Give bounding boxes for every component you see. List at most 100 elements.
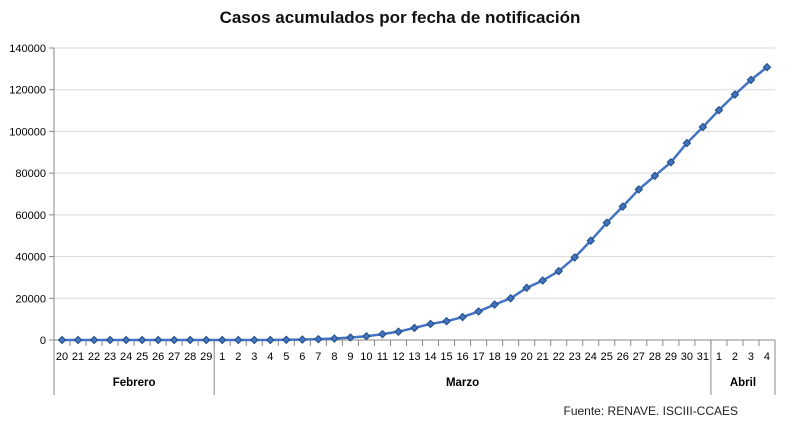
data-point [666,157,676,167]
data-point [394,327,403,336]
x-tick-label: 27 [168,351,180,363]
x-tick-label: 5 [283,351,289,363]
data-point [730,90,740,99]
data-point [346,333,355,342]
data-point [265,335,275,345]
x-tick-label: 6 [299,351,305,363]
data-point [362,331,371,341]
data-point [57,335,67,345]
x-tick-label: 14 [424,351,436,363]
x-tick-label: 18 [488,351,500,363]
y-tick-label: 80000 [15,168,46,180]
data-point [554,266,564,276]
x-tick-label: 3 [748,351,754,363]
y-axis: 0 20000 40000 60000 80000 100000 120000 140000 [9,43,55,347]
data-point [618,202,628,211]
x-tick-label: 15 [440,351,452,363]
data-point [522,283,531,293]
y-tick-label: 0 [40,335,46,347]
y-tick-label: 100000 [9,126,46,138]
data-point [105,335,115,345]
data-point [570,253,580,262]
x-tick-label: 16 [456,351,468,363]
x-tick-label: 24 [120,351,132,363]
x-tick-label: 13 [408,351,420,363]
data-point [442,316,451,326]
series-line [62,66,768,342]
chart-title: Casos acumulados por fecha de notificaci… [219,8,581,27]
month-label: Febrero [113,377,156,389]
data-point [121,335,131,345]
data-point [330,334,339,343]
data-point [426,319,435,329]
data-point [586,236,596,246]
y-tick-label: 140000 [9,43,46,55]
data-point [249,335,259,345]
x-tick-label: 2 [732,351,738,363]
data-point [634,185,644,194]
x-tick-label: 7 [315,351,321,363]
x-tick-label: 21 [537,351,549,363]
data-point [602,218,612,228]
data-point [185,335,195,345]
month-label: Abril [730,377,756,389]
data-point [201,335,211,345]
data-point [314,334,323,344]
data-point [538,276,547,285]
data-point [89,335,99,345]
x-tick-label: 2 [235,351,241,363]
x-tick-label: 22 [88,351,100,363]
data-point [298,335,307,344]
y-tick-label: 120000 [9,85,46,97]
x-tick-label: 17 [472,351,484,363]
x-tick-label: 23 [569,351,581,363]
data-point [746,75,756,85]
x-tick-label: 24 [585,351,597,363]
x-tick-label: 19 [505,351,517,363]
data-point [378,329,387,339]
x-tick-label: 29 [665,351,677,363]
x-tick-label: 20 [56,351,68,363]
x-tick-label: 31 [697,351,709,363]
data-point [282,335,291,345]
data-point [137,335,147,345]
x-tick-label: 29 [200,351,212,363]
data-point [490,300,499,309]
x-tick-label: 23 [104,351,116,363]
data-point [506,293,515,303]
x-tick-label: 30 [681,351,693,363]
data-point [762,62,772,72]
x-tick-label: 3 [251,351,257,363]
data-point [474,307,483,316]
x-tick-label: 21 [72,351,84,363]
x-tick-label: 4 [764,351,770,363]
series-layer [57,62,772,345]
data-point [233,335,243,345]
x-tick-label: 9 [347,351,353,363]
x-tick-label: 12 [392,351,404,363]
x-tick-label: 28 [184,351,196,363]
x-tick-label: 4 [267,351,273,363]
y-tick-label: 40000 [15,252,46,264]
data-point [714,105,724,115]
data-point [73,335,83,345]
data-point [682,138,692,148]
x-tick-label: 25 [136,351,148,363]
data-point [650,171,660,181]
x-tick-label: 10 [360,351,372,363]
x-axis: 20 21 22 23 24 25 26 27 28 29 1 2 3 4 5 6 7 8 9 10 11 12 13 14 1… [53,339,776,395]
data-point [410,323,419,333]
data-point [217,335,227,345]
x-tick-label: 26 [617,351,629,363]
month-label: Marzo [446,377,479,389]
x-tick-label: 25 [601,351,613,363]
data-point [169,335,179,345]
data-point [698,122,708,132]
x-tick-label: 1 [716,351,722,363]
x-tick-label: 26 [152,351,164,363]
x-tick-label: 20 [521,351,533,363]
x-tick-label: 11 [377,351,388,363]
x-tick-label: 22 [553,351,565,363]
x-tick-label: 28 [649,351,661,363]
